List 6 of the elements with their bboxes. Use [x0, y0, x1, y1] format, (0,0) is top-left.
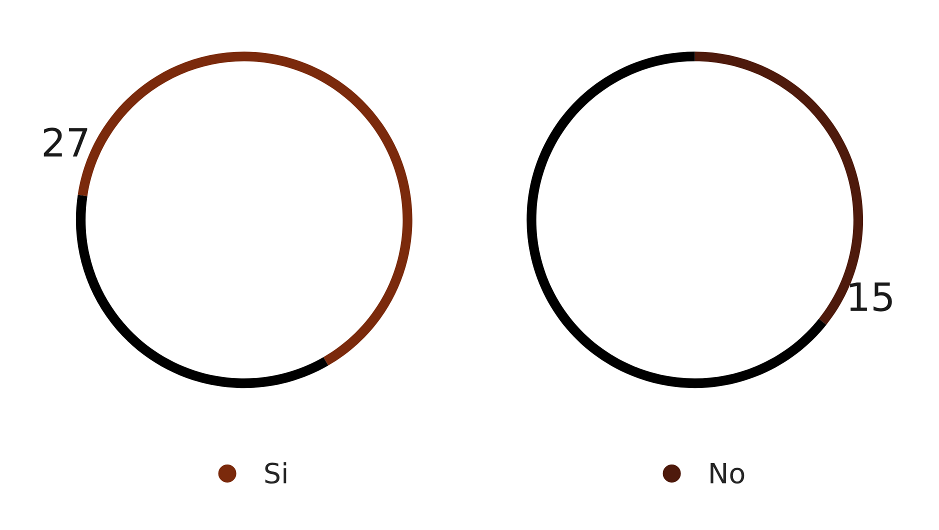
data-label: 27	[44, 128, 88, 156]
legend-label: No	[710, 463, 744, 484]
data-label: 15	[850, 282, 892, 312]
donut-slice	[526, 52, 826, 388]
legend-label: Si	[265, 462, 286, 484]
donut-slice	[76, 194, 328, 388]
